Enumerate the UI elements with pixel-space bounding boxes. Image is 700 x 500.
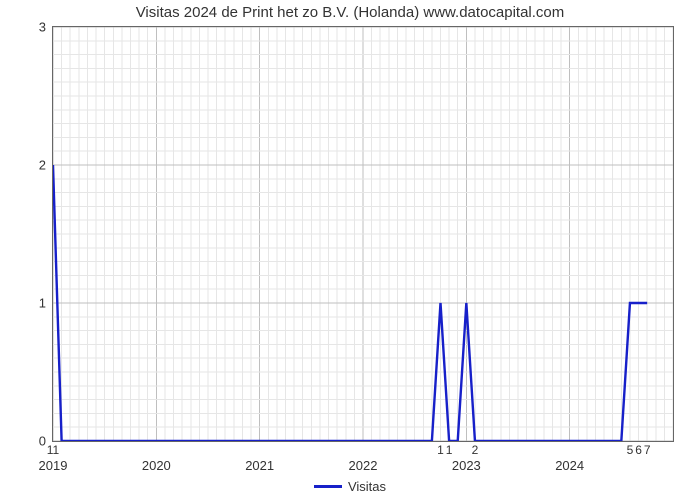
plot-area	[52, 26, 674, 442]
chart-title: Visitas 2024 de Print het zo B.V. (Holan…	[0, 4, 700, 21]
point-label: 1	[437, 443, 444, 457]
y-tick-label: 0	[6, 434, 46, 449]
point-label: 11	[47, 443, 59, 457]
x-year-label: 2024	[555, 458, 584, 473]
series-layer	[53, 27, 673, 441]
x-year-label: 2022	[349, 458, 378, 473]
y-tick-label: 2	[6, 158, 46, 173]
point-label: 1	[446, 443, 453, 457]
legend: Visitas	[0, 479, 700, 494]
x-year-label: 2020	[142, 458, 171, 473]
legend-swatch	[314, 485, 342, 488]
point-label: 5	[627, 443, 634, 457]
legend-label: Visitas	[348, 479, 386, 494]
x-year-label: 2019	[39, 458, 68, 473]
x-year-label: 2023	[452, 458, 481, 473]
point-label: 2	[472, 443, 479, 457]
y-tick-label: 3	[6, 20, 46, 35]
x-year-label: 2021	[245, 458, 274, 473]
y-tick-label: 1	[6, 296, 46, 311]
point-label: 7	[644, 443, 651, 457]
point-label: 6	[635, 443, 642, 457]
